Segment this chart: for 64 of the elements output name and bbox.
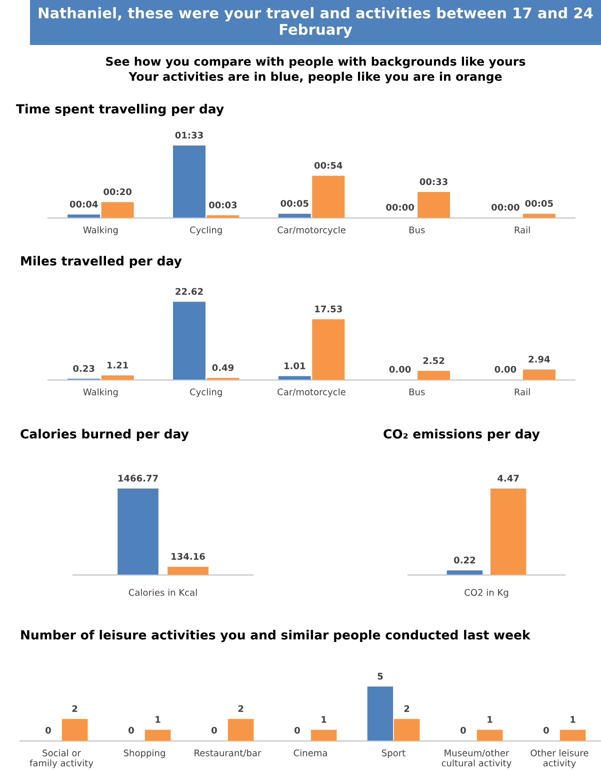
x-tick-label: Museum/other cultural activity	[442, 749, 512, 768]
data-label: 2.94	[528, 356, 550, 363]
data-label: 0.00	[494, 366, 516, 373]
x-tick-label: Cinema	[294, 749, 327, 756]
x-tick-label: Rail	[514, 388, 530, 396]
data-label: 00:05	[280, 200, 308, 207]
data-label: 0	[128, 726, 134, 734]
x-tick-label: Social or family activity	[30, 749, 94, 768]
x-tick-label: Walking	[83, 388, 118, 398]
data-label: 0	[460, 726, 466, 734]
data-label: 5	[378, 672, 383, 680]
x-tick-label: Walking	[83, 226, 118, 236]
x-tick-label: Shopping	[124, 749, 165, 758]
x-tick-label: Other leisure activity	[530, 749, 588, 768]
x-tick-label: Cycling	[190, 226, 222, 236]
data-label: 1	[156, 716, 160, 723]
data-label: 00:03	[209, 202, 237, 208]
data-label: 0.22	[454, 556, 476, 564]
data-label: 1	[488, 716, 492, 723]
data-label: 1466.77	[118, 474, 158, 482]
data-label: 1.21	[107, 362, 128, 368]
data-label: 0	[212, 726, 217, 734]
data-label: 0.00	[389, 366, 411, 373]
data-label: 00:05	[525, 200, 553, 207]
data-label: 00:04	[70, 200, 98, 208]
data-label: 00:33	[420, 178, 448, 186]
x-tick-label: Bus	[409, 388, 425, 396]
data-label: 17.53	[315, 306, 342, 312]
data-label: 4.47	[498, 474, 519, 482]
data-label: 2	[404, 705, 410, 712]
data-label: 2	[238, 705, 244, 712]
chart-title: CO₂ emissions per day	[384, 428, 540, 442]
x-tick-label: Rail	[514, 226, 530, 234]
data-label: 00:00	[386, 204, 414, 211]
data-label: 00:54	[314, 162, 342, 169]
data-label: 1	[322, 716, 326, 723]
data-label: 1.01	[284, 362, 306, 370]
data-label: 22.62	[176, 288, 203, 295]
text: Nathaniel, these were your travel and activities between 17 and 24 February	[38, 7, 593, 38]
x-axis-title: Calories in Kcal	[128, 588, 197, 596]
data-label: 2.52	[423, 357, 444, 364]
x-tick-label: Car/motorcycle	[278, 388, 346, 398]
x-tick-label: Sport	[382, 749, 406, 758]
x-tick-label: Bus	[409, 226, 425, 234]
data-label: 0	[294, 726, 300, 734]
data-label: 00:20	[104, 188, 132, 196]
data-label: 01:33	[175, 132, 203, 139]
x-tick-label: Car/motorcycle	[278, 226, 346, 236]
chart-title: Calories burned per day	[20, 428, 189, 442]
data-label: 00:00	[492, 204, 520, 211]
chart-title: Time spent travelling per day	[16, 104, 224, 116]
data-label: 2	[72, 705, 78, 712]
x-axis-title: CO2 in Kg	[464, 588, 508, 598]
data-label: 0	[46, 726, 51, 734]
data-label: 134.16	[172, 552, 205, 560]
data-label: 0	[544, 726, 549, 734]
x-tick-label: Restaurant/bar	[194, 749, 262, 758]
x-tick-label: Cycling	[190, 388, 222, 398]
data-label: 1	[570, 716, 576, 723]
chart-title: Number of leisure activities you and similar people conducted last week	[21, 630, 531, 642]
text: See how you compare with people with backgrounds like yours Your activities are in blue, people like you are in orange	[106, 56, 526, 84]
data-label: 0.49	[212, 364, 234, 372]
chart-title: Miles travelled per day	[21, 256, 182, 268]
data-label: 0.23	[73, 365, 94, 372]
